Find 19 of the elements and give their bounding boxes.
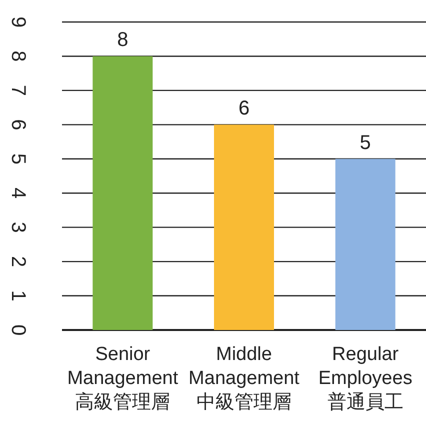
x-tick-label: Senior Management 高級管理層 <box>67 344 179 413</box>
y-tick-label: 2 <box>7 256 29 268</box>
y-tick-label: 5 <box>7 153 29 164</box>
data-label: 8 <box>117 29 128 52</box>
y-tick-label: 8 <box>7 50 29 62</box>
bar <box>335 158 396 330</box>
y-tick-label: 3 <box>7 222 29 233</box>
y-tick-label: 9 <box>7 16 29 28</box>
data-label: 5 <box>360 132 371 154</box>
y-tick-label: 4 <box>7 188 29 199</box>
y-tick-label: 6 <box>7 119 29 130</box>
x-tick-label: Regular Employees 普通員工 <box>318 344 412 413</box>
data-label: 6 <box>238 98 250 120</box>
bar <box>92 56 153 330</box>
y-tick-label: 0 <box>7 324 29 336</box>
y-tick-label: 1 <box>7 290 29 302</box>
x-tick-label: Middle Management 中級管理層 <box>188 344 300 413</box>
y-tick-label: 7 <box>7 84 29 96</box>
bar <box>214 124 274 330</box>
